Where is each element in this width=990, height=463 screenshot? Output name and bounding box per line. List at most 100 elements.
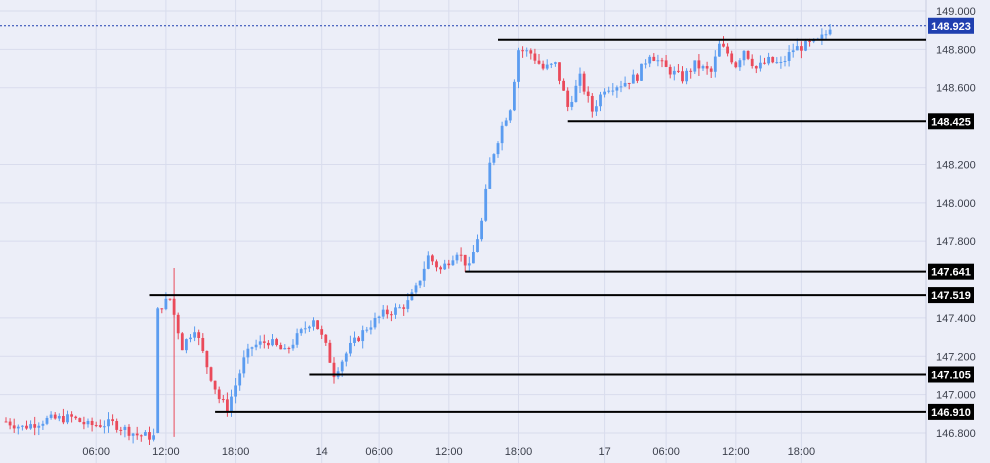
x-axis: 06:00 12:00 18:00 14 06:00 12:00 18:00 17 06:00 1…: [82, 446, 815, 458]
candle-body: [517, 50, 520, 82]
candle-body: [800, 46, 803, 51]
candle-body: [217, 389, 221, 400]
candle-body: [123, 426, 127, 430]
candle-body: [763, 62, 766, 64]
candle-body: [759, 62, 762, 69]
candle-body: [467, 263, 471, 266]
candle-body: [275, 339, 278, 345]
candle-body: [25, 425, 28, 429]
candle-body: [718, 43, 721, 57]
candle-body: [644, 63, 647, 65]
candle-body: [385, 309, 389, 315]
candle-body: [808, 40, 811, 42]
candle-body: [295, 333, 299, 345]
candle-body: [677, 70, 680, 72]
candle-body: [308, 326, 311, 329]
candle-body: [390, 314, 393, 316]
candle-body: [16, 426, 20, 429]
x-tick-label: 06:00: [365, 446, 393, 458]
candle-body: [254, 344, 258, 348]
candle-body: [771, 56, 775, 63]
candle-body: [648, 56, 652, 64]
y-tick-label: 149.000: [936, 6, 976, 18]
candle-body: [447, 263, 451, 266]
candle-body: [37, 425, 41, 428]
y-axis: 149.000 148.800 148.600 148.200 148.000 147.8…: [936, 6, 976, 440]
candle-body: [246, 348, 250, 358]
candle-body: [631, 74, 635, 84]
candle-body: [21, 425, 24, 427]
candle-body: [742, 50, 746, 61]
level-tag: [928, 366, 974, 383]
candle-body: [619, 86, 623, 88]
y-tick-label: 148.800: [936, 44, 976, 56]
y-tick-label: 147.800: [936, 236, 976, 248]
candle-body: [394, 307, 397, 315]
candle-body: [185, 339, 188, 351]
level-tag: [928, 403, 974, 420]
candle-body: [312, 320, 315, 327]
candle-body: [78, 418, 82, 422]
candle-body: [672, 70, 676, 75]
candle-body: [599, 94, 602, 107]
level-tag-label: 147.519: [931, 290, 971, 302]
candle-body: [566, 90, 570, 107]
candle-body: [402, 307, 406, 309]
candle-body: [504, 120, 508, 126]
x-tick-label: 12:00: [722, 446, 750, 458]
candle-body: [660, 60, 664, 62]
candle-body: [697, 60, 701, 69]
candle-body: [480, 220, 483, 240]
candle-body: [332, 362, 336, 378]
candle-body: [439, 267, 442, 270]
candle-body: [299, 329, 303, 334]
candle-body: [53, 414, 57, 419]
candle-body: [459, 254, 463, 256]
candle-body: [213, 380, 217, 390]
candle-body: [98, 425, 102, 427]
candle-body: [340, 361, 344, 372]
y-tick-label: 148.200: [936, 159, 976, 171]
candle-body: [201, 337, 205, 351]
candle-body: [205, 350, 209, 368]
candle-body: [4, 421, 8, 423]
candle-body: [750, 58, 754, 67]
candle-body: [783, 60, 787, 62]
candle-body: [197, 332, 201, 338]
candle-body: [476, 239, 479, 253]
candle-body: [107, 419, 110, 427]
candle-body: [410, 292, 414, 301]
candle-body: [271, 339, 274, 346]
candle-body: [767, 56, 770, 64]
candle-body: [70, 414, 73, 417]
candle-body: [426, 255, 430, 269]
candle-body: [12, 425, 16, 429]
candle-body: [431, 255, 434, 262]
x-tick-label: 18:00: [505, 446, 533, 458]
candle-body: [615, 87, 619, 91]
level-tag: [928, 263, 974, 280]
candle-body: [381, 309, 385, 317]
candle-body: [324, 334, 328, 343]
candle-body: [754, 66, 758, 69]
candle-body: [549, 63, 553, 65]
level-layer: 148.425 147.641 147.519 147.105 146.910 148.9…: [0, 17, 974, 420]
candle-body: [156, 308, 160, 433]
candle-body: [492, 154, 496, 163]
candle-body: [189, 337, 192, 340]
candle-body: [685, 70, 688, 82]
candle-body: [90, 420, 94, 426]
candle-body: [57, 415, 61, 419]
candle-body: [320, 329, 324, 335]
candle-body: [406, 300, 410, 309]
candle-body: [135, 433, 139, 436]
candle-body: [463, 254, 467, 266]
candle-body: [537, 60, 541, 64]
candle-body: [705, 66, 709, 69]
candle-body: [82, 421, 86, 425]
level-tag-label: 147.105: [931, 369, 971, 381]
candle-body: [595, 106, 598, 112]
candle-body: [693, 60, 697, 72]
